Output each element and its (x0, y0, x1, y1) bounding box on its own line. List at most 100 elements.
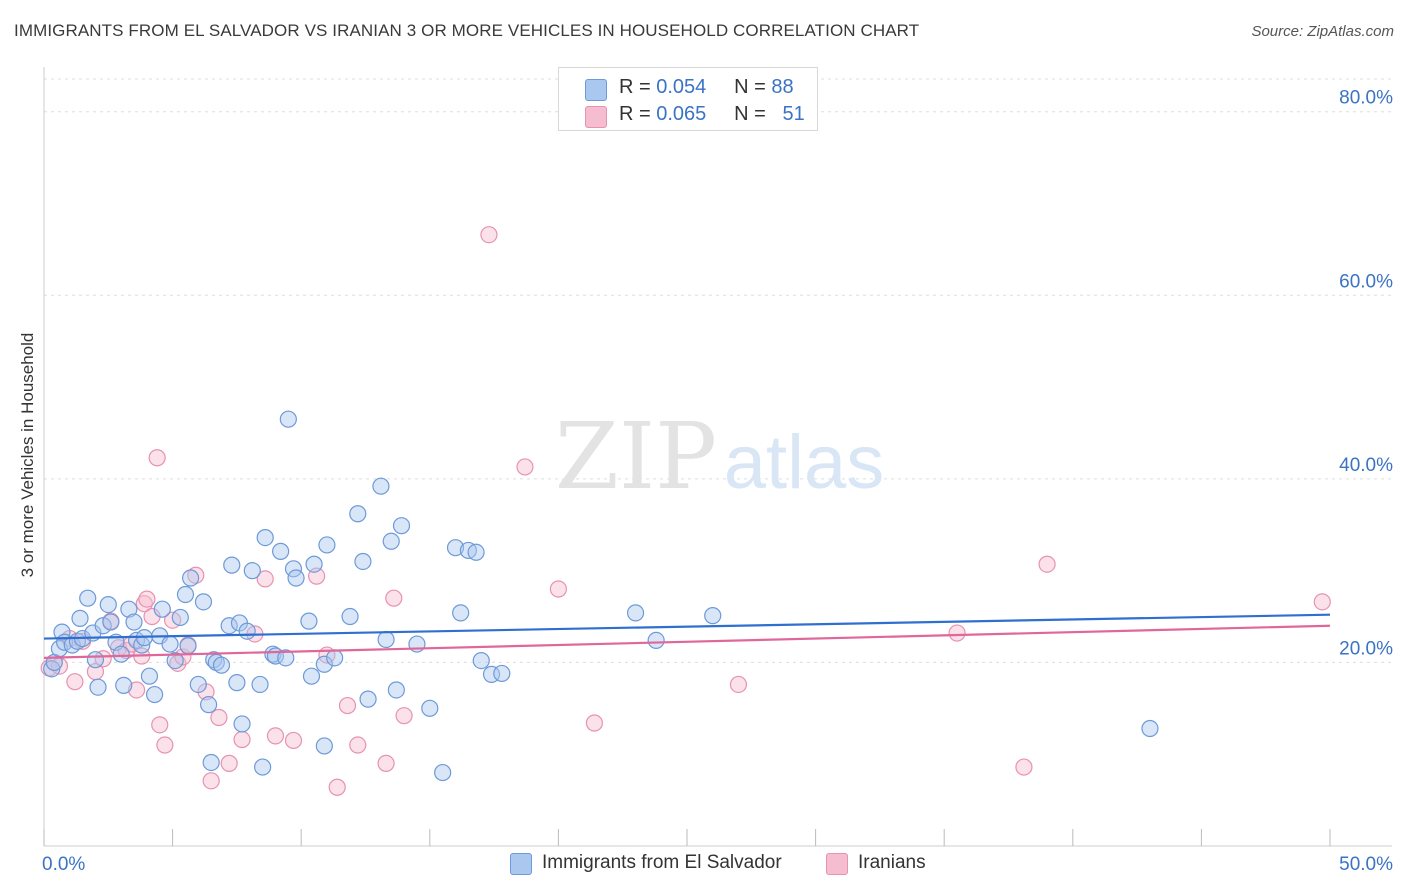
el-salvador-point (189, 675, 207, 694)
el-salvador-point (102, 613, 120, 631)
chart-title: IMMIGRANTS FROM EL SALVADOR VS IRANIAN 3… (14, 21, 920, 40)
el-salvador-point (220, 617, 238, 635)
el-salvador-point (392, 517, 411, 535)
el-salvador-point (359, 690, 377, 708)
iranians-point (202, 772, 220, 790)
el-salvador-point (264, 645, 282, 663)
iranians-point (585, 714, 604, 732)
el-salvador-point (305, 555, 323, 573)
iranians-point (233, 730, 251, 749)
el-salvador-trend-line (43, 613, 1331, 640)
iranians-point (284, 731, 303, 750)
r-label: R = (619, 103, 651, 125)
x-tick-label: 0.0% (42, 854, 85, 875)
el-salvador-point (256, 528, 274, 547)
el-salvador-point (223, 556, 241, 574)
iranians-point (220, 754, 238, 772)
iranians-point (151, 716, 169, 734)
trend-lines (43, 613, 1331, 659)
el-salvador-point (452, 604, 470, 622)
iranians-point (328, 778, 346, 796)
iranians-point (127, 681, 146, 699)
el-salvador-point (243, 562, 261, 580)
el-salvador-point (315, 737, 333, 755)
el-salvador-point (272, 542, 290, 560)
el-salvador-point (341, 607, 359, 626)
iranians-point (516, 458, 534, 476)
el-salvador-point (326, 649, 344, 667)
y-tick-label: 80.0% (1339, 88, 1393, 109)
iranians-point (210, 708, 228, 727)
el-salvador-point (446, 539, 465, 557)
n-label: N = (734, 76, 766, 98)
el-salvador-point (145, 685, 164, 704)
el-salvador-point (251, 675, 269, 694)
el-salvador-point (238, 622, 256, 640)
x-tick-label: 50.0% (1339, 854, 1393, 875)
iranians-point (395, 707, 413, 725)
iranians-point (729, 675, 748, 694)
el-salvador-point (387, 681, 405, 699)
el-salvador-point (434, 763, 452, 782)
el-salvador-point (704, 607, 722, 625)
el-salvador-point (140, 667, 159, 685)
el-salvador-point (153, 600, 171, 618)
legend-label: Iranians (858, 852, 926, 873)
el-salvador-point (115, 676, 133, 694)
el-salvador-point (626, 604, 645, 622)
el-salvador-point (318, 536, 336, 554)
iranians-point (377, 754, 395, 772)
el-salvador-point (493, 664, 511, 683)
el-salvador-point (171, 608, 189, 627)
el-salvador-point (302, 667, 321, 685)
tick-labels: 20.0% 40.0% 60.0% 80.0% 0.0% 50.0% (42, 88, 1393, 875)
blue-swatch (585, 79, 607, 101)
watermark-zip: ZIP (555, 403, 717, 510)
r-label: R = (619, 76, 651, 98)
el-salvador-point (349, 505, 367, 523)
stats-legend: R = 0.054 N = 88 R = 0.065 N = 51 (558, 67, 818, 131)
iranians-point (266, 727, 285, 745)
el-salvador-point (99, 596, 117, 614)
el-salvador-point (382, 532, 400, 550)
el-salvador-point (79, 589, 97, 607)
iranians-points (40, 226, 1331, 796)
el-salvador-point (71, 609, 89, 627)
el-salvador-point (200, 696, 218, 714)
el-salvador-point (161, 635, 179, 653)
iranians-point (1313, 593, 1331, 611)
y-tick-label: 60.0% (1339, 271, 1393, 292)
watermark-atlas: atlas (724, 420, 885, 505)
iranians-point (948, 624, 966, 642)
el-salvador-point (315, 655, 333, 673)
iranians-trend-line (43, 624, 1331, 659)
iranians-point (385, 589, 403, 607)
el-salvador-point (212, 656, 231, 674)
el-salvador-point (125, 613, 143, 631)
y-tick-label: 40.0% (1339, 455, 1393, 476)
el-salvador-point (89, 678, 107, 696)
el-salvador-point (421, 699, 439, 717)
el-salvador-point (233, 715, 251, 733)
r-value: 0.065 (656, 103, 707, 125)
axes (43, 67, 1392, 847)
el-salvador-point (372, 477, 390, 495)
source-label: Source: ZipAtlas.com (1251, 23, 1394, 40)
el-salvador-point (647, 631, 665, 650)
el-salvador-point (472, 651, 490, 670)
iranians-point (338, 696, 357, 715)
el-salvador-point (182, 569, 200, 587)
n-value: 88 (771, 76, 794, 98)
el-salvador-point (202, 753, 220, 772)
iranians-point (480, 226, 498, 244)
pink-swatch (585, 106, 607, 128)
el-salvador-point (287, 569, 305, 587)
iranians-point (156, 736, 174, 754)
el-salvador-point (53, 623, 71, 641)
el-salvador-point (377, 630, 395, 649)
el-salvador-point (254, 758, 272, 776)
el-salvador-point (279, 410, 297, 428)
el-salvador-point (228, 674, 246, 692)
iranians-point (148, 449, 166, 467)
